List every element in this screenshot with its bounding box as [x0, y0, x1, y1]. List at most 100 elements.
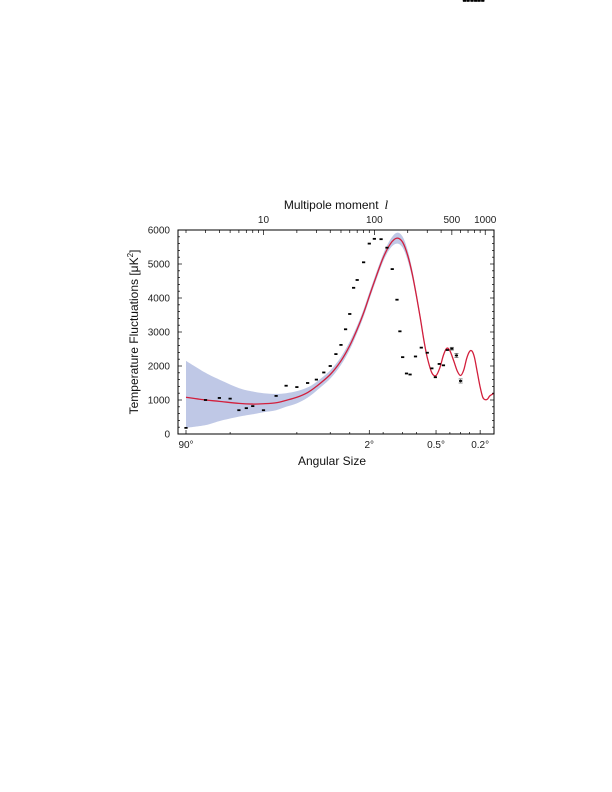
- data-point-marker: [237, 409, 241, 412]
- data-point-marker: [395, 298, 399, 301]
- data-point: [449, 346, 454, 351]
- data-point-marker: [454, 354, 459, 357]
- bottom-tick-label: 2°: [365, 440, 375, 451]
- data-point-marker: [314, 378, 318, 381]
- data-point: [251, 405, 255, 408]
- axis-ticks-layer: 0 1000 2000 3000 4000 5000 6000 10 100 500 1000 90°…: [148, 215, 497, 451]
- data-point-marker: [306, 382, 310, 384]
- data-point-marker: [398, 330, 402, 333]
- data-point: [348, 313, 352, 315]
- data-point-marker: [425, 351, 429, 354]
- y-tick-label: 1000: [148, 396, 171, 407]
- data-point-marker: [430, 367, 434, 370]
- data-points-layer: [184, 0, 485, 429]
- data-point: [462, 0, 467, 2]
- top-tick-label: 1000: [474, 215, 497, 226]
- uncertainty-band: [186, 232, 428, 428]
- data-point: [228, 397, 232, 400]
- data-point: [433, 376, 437, 379]
- bottom-axis-title: Angular Size: [298, 454, 366, 468]
- y-axis-title: Temperature Fluctuations [μK2]: [126, 250, 141, 415]
- data-point: [413, 355, 418, 358]
- data-point: [445, 349, 449, 351]
- data-point: [385, 246, 389, 249]
- data-point: [372, 237, 376, 240]
- data-point: [379, 238, 383, 241]
- data-point-marker: [433, 376, 437, 379]
- data-point: [339, 344, 343, 346]
- data-point: [398, 330, 402, 333]
- top-tick-label: 500: [444, 215, 461, 226]
- data-point-marker: [445, 349, 449, 351]
- top-tick-label: 10: [258, 215, 270, 226]
- data-point-marker: [470, 0, 474, 2]
- data-point: [322, 371, 326, 374]
- data-point: [466, 0, 471, 2]
- y-tick-label: 5000: [148, 260, 171, 271]
- data-point-marker: [228, 397, 232, 400]
- data-point-marker: [367, 242, 371, 245]
- data-point-marker: [441, 364, 446, 367]
- data-point: [334, 353, 338, 355]
- data-point: [473, 0, 478, 2]
- data-point: [395, 298, 399, 301]
- data-point: [404, 372, 409, 375]
- y-tick-label: 4000: [148, 294, 171, 305]
- data-point: [441, 364, 446, 367]
- data-point-marker: [217, 397, 221, 399]
- data-point-marker: [203, 399, 208, 401]
- data-point: [328, 365, 332, 367]
- data-point-marker: [466, 0, 470, 2]
- data-point: [352, 286, 356, 289]
- data-point-marker: [334, 353, 338, 355]
- data-point: [244, 407, 248, 410]
- data-point: [401, 356, 405, 359]
- data-point-marker: [379, 238, 383, 241]
- data-point-marker: [481, 0, 485, 2]
- data-point-marker: [437, 363, 441, 365]
- data-point-marker: [408, 373, 412, 376]
- top-tick-label: 100: [366, 215, 383, 226]
- data-point-marker: [372, 237, 376, 240]
- model-curve: [185, 237, 495, 405]
- bottom-tick-label: 0.5°: [427, 440, 445, 451]
- data-point-marker: [413, 355, 418, 358]
- data-point: [203, 399, 208, 401]
- data-point: [437, 363, 441, 365]
- data-point: [390, 268, 394, 270]
- data-point: [274, 395, 278, 397]
- data-point-marker: [184, 426, 188, 429]
- data-point-marker: [450, 347, 454, 350]
- data-point: [237, 409, 241, 412]
- data-point-marker: [352, 286, 356, 289]
- data-point-marker: [284, 384, 288, 387]
- uncertainty-band-layer: [186, 232, 428, 428]
- data-point: [217, 397, 221, 399]
- y-tick-label: 0: [164, 430, 170, 441]
- data-point-marker: [348, 313, 352, 315]
- data-point: [458, 378, 463, 384]
- data-point: [261, 409, 266, 412]
- data-point-marker: [244, 407, 248, 410]
- data-point: [477, 0, 482, 2]
- data-point: [314, 378, 318, 381]
- data-point-marker: [390, 268, 394, 270]
- data-point-marker: [339, 344, 343, 346]
- data-point-marker: [404, 372, 409, 375]
- data-point-marker: [295, 386, 299, 388]
- data-point: [367, 242, 371, 245]
- data-point: [184, 426, 188, 429]
- data-point-marker: [385, 246, 389, 249]
- data-point-marker: [462, 0, 467, 2]
- data-point: [480, 0, 485, 2]
- data-point: [408, 373, 412, 376]
- data-point: [295, 386, 299, 388]
- data-point-marker: [477, 0, 481, 2]
- y-tick-label: 2000: [148, 362, 171, 373]
- data-point: [355, 279, 359, 281]
- data-point-marker: [355, 279, 359, 281]
- model-curve-layer: [185, 237, 495, 405]
- data-point-marker: [459, 380, 463, 382]
- data-point-marker: [261, 409, 266, 412]
